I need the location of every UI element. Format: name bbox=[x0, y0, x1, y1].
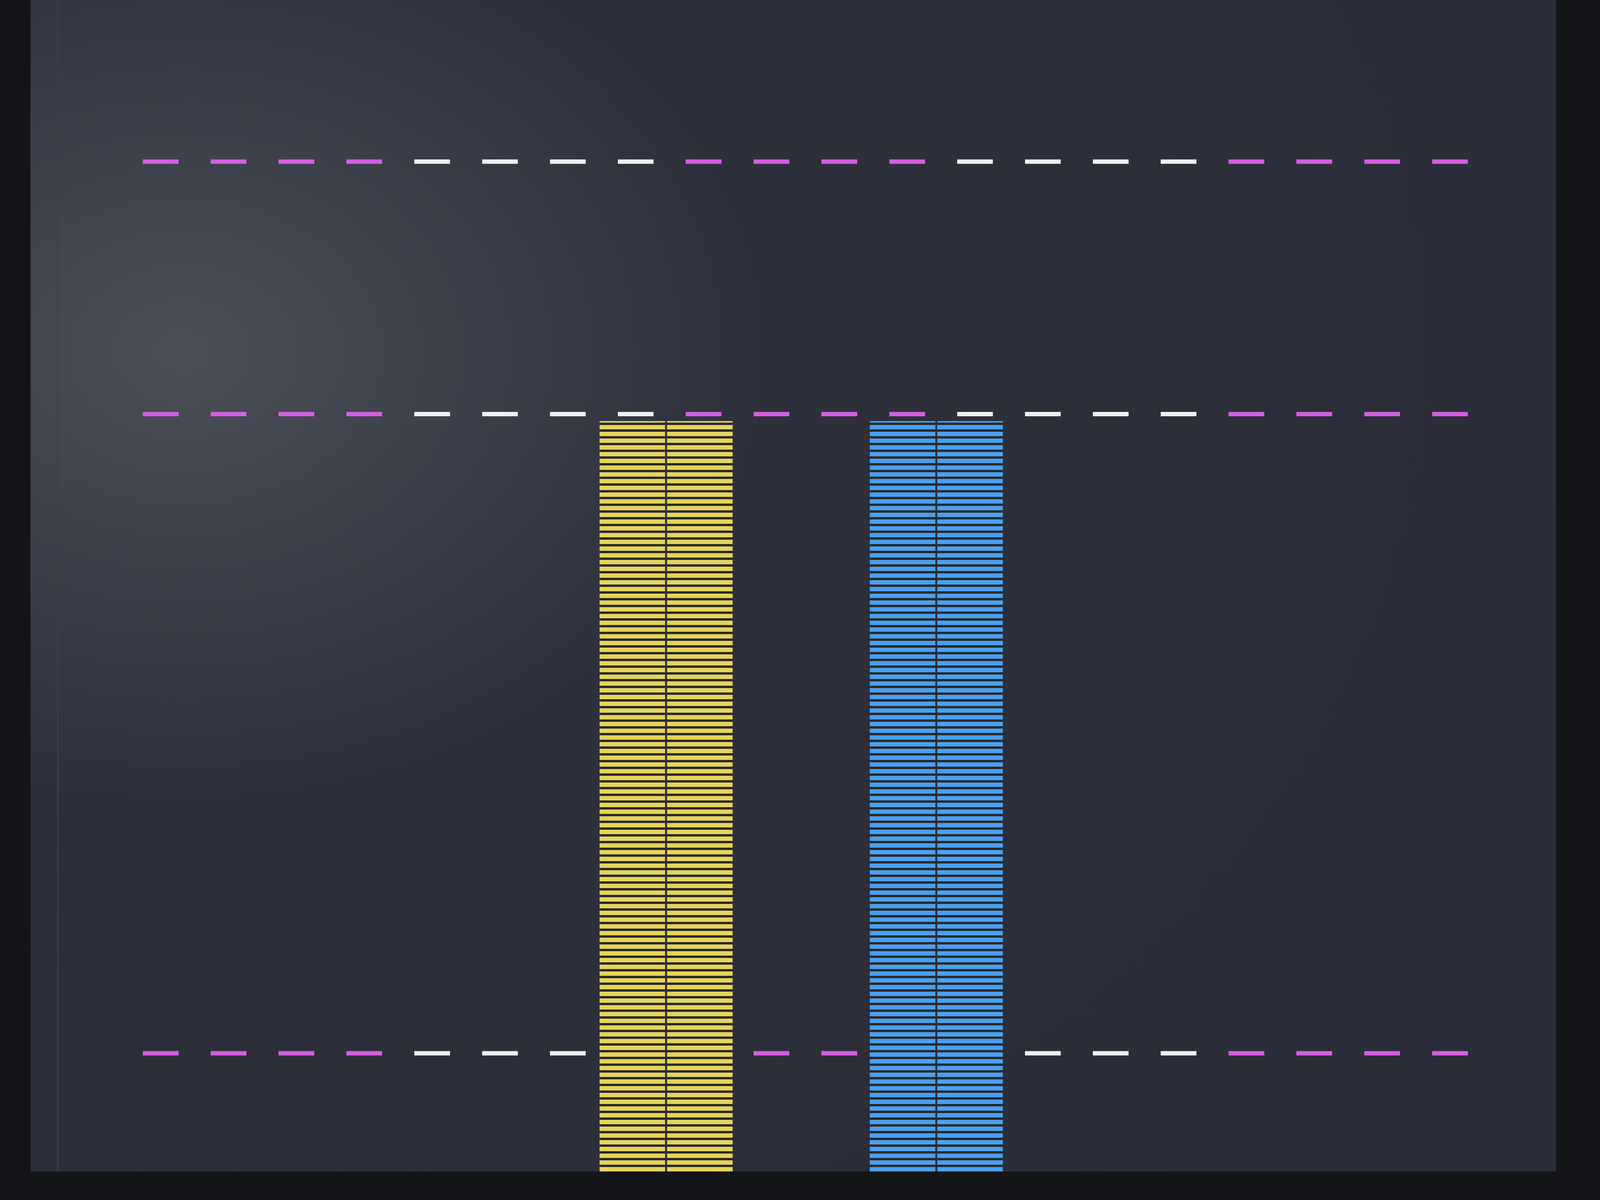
grid bbox=[142, 161, 1468, 1054]
grid-dash bbox=[1228, 159, 1265, 164]
grid-dash bbox=[482, 159, 518, 164]
grid-dash bbox=[210, 159, 247, 164]
grid-dash bbox=[414, 411, 450, 417]
grid-dash bbox=[889, 159, 925, 164]
grid-dash bbox=[142, 1051, 179, 1056]
grid-dash bbox=[753, 1051, 790, 1056]
grid-dash bbox=[210, 411, 247, 417]
grid-dash bbox=[1025, 159, 1061, 164]
grid-dash bbox=[1025, 411, 1061, 417]
grid-dash bbox=[1160, 159, 1197, 164]
chart bbox=[0, 0, 1600, 1200]
grid-dash bbox=[346, 1051, 383, 1056]
grid-dash bbox=[1364, 411, 1400, 417]
grid-dash bbox=[346, 411, 383, 417]
grid-dash bbox=[550, 159, 586, 164]
grid-line bbox=[142, 413, 1468, 415]
grid-dash bbox=[617, 411, 654, 417]
grid-dash bbox=[414, 1051, 450, 1056]
grid-dash bbox=[1364, 159, 1400, 164]
grid-dash bbox=[278, 159, 315, 164]
grid-dash bbox=[889, 411, 925, 417]
grid-dash bbox=[1160, 1051, 1197, 1056]
grid-dash bbox=[957, 159, 993, 164]
grid-dash bbox=[550, 411, 586, 417]
grid-line bbox=[142, 1053, 1468, 1054]
grid-dash bbox=[414, 159, 450, 164]
grid-dash bbox=[1092, 1051, 1129, 1056]
grid-dash bbox=[142, 411, 179, 417]
bars bbox=[599, 421, 1003, 1172]
grid-dash bbox=[1432, 159, 1468, 164]
grid-dash bbox=[482, 1051, 518, 1056]
bezel bbox=[0, 0, 1600, 1200]
grid-dash bbox=[753, 411, 790, 417]
grid-dash bbox=[1432, 411, 1468, 417]
grid-dash bbox=[1432, 1051, 1468, 1056]
grid-dash bbox=[685, 159, 722, 164]
screen bbox=[30, 0, 1556, 1172]
grid-dash bbox=[210, 1051, 247, 1056]
grid-dash bbox=[550, 1051, 586, 1056]
grid-dash bbox=[1160, 411, 1197, 417]
grid-dash bbox=[1364, 1051, 1400, 1056]
grid-dash bbox=[1092, 159, 1129, 164]
grid-dash bbox=[1025, 1051, 1061, 1056]
grid-dash bbox=[482, 411, 518, 417]
grid-dash bbox=[346, 159, 383, 164]
grid-dash bbox=[1228, 1051, 1265, 1056]
grid-dash bbox=[617, 159, 654, 164]
grid-dash bbox=[1296, 159, 1333, 164]
grid-dash bbox=[821, 411, 858, 417]
grid-line bbox=[142, 161, 1468, 162]
grid-dash bbox=[278, 1051, 315, 1056]
grid-dash bbox=[1228, 411, 1265, 417]
grid-dash bbox=[685, 411, 722, 417]
grid-dash bbox=[753, 159, 790, 164]
grid-dash bbox=[821, 159, 858, 164]
grid-dash bbox=[1296, 1051, 1333, 1056]
bar bbox=[937, 421, 1003, 1172]
bar bbox=[667, 421, 733, 1172]
y-axis-line bbox=[57, 0, 59, 1172]
grid-dash bbox=[957, 411, 993, 417]
bar bbox=[599, 421, 666, 1172]
grid-dash bbox=[821, 1051, 858, 1056]
y-axis bbox=[57, 0, 59, 1172]
grid-dash bbox=[142, 159, 179, 164]
bar bbox=[869, 421, 936, 1172]
grid-dash bbox=[278, 411, 315, 417]
grid-dash bbox=[1092, 411, 1129, 417]
grid-dash bbox=[1296, 411, 1333, 417]
